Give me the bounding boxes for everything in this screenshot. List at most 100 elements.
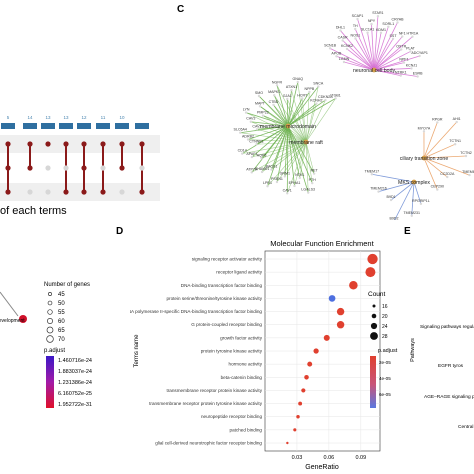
- size-legend-dot: [46, 326, 54, 334]
- network-edge: [273, 95, 307, 143]
- count-legend-label: 16: [382, 304, 388, 310]
- size-legend-dot: [47, 309, 53, 315]
- gene-label: RPGRIP1L: [412, 199, 430, 203]
- network-edge: [271, 141, 307, 170]
- gene-node: [283, 175, 287, 178]
- gene-label: CC2D2A: [440, 172, 455, 176]
- network-edge: [423, 157, 438, 190]
- upset-dot: [27, 165, 33, 171]
- dot-point: [336, 307, 345, 316]
- term-label: hormone activity: [229, 362, 263, 367]
- panel-label-e: E: [404, 226, 411, 237]
- upset-row-bg: [0, 159, 160, 177]
- gene-node: [255, 128, 259, 131]
- upset-dot: [27, 189, 33, 195]
- gene-node: [391, 37, 395, 41]
- hub-label: neuronal cell body: [353, 68, 396, 74]
- network-edge: [256, 125, 289, 145]
- network-edge: [242, 141, 307, 154]
- network-edge: [287, 98, 336, 127]
- gene-node: [402, 61, 406, 64]
- gene-node: [286, 97, 289, 101]
- network-edge: [286, 141, 307, 194]
- network-edge: [284, 125, 289, 177]
- gene-label: TMEM17: [365, 169, 380, 173]
- network-edge: [284, 141, 307, 177]
- network-edge: [273, 95, 289, 127]
- pathways-axis: Pathways: [410, 338, 416, 362]
- upset-bar: [115, 123, 129, 129]
- gene-label: NPY: [368, 19, 376, 23]
- upset-dot: [81, 141, 87, 147]
- network-edge: [287, 98, 303, 127]
- network-edge: [256, 125, 289, 130]
- gene-node: [312, 172, 316, 175]
- dot-point: [313, 348, 319, 354]
- network-edge: [354, 28, 375, 71]
- upset-dot: [81, 165, 87, 171]
- network-edge: [305, 86, 319, 143]
- gene-node: [410, 214, 413, 217]
- gene-label: CAV2: [252, 124, 261, 128]
- upset-dot: [63, 141, 69, 147]
- term-label: DNA-binding transcription factor binding: [181, 283, 263, 288]
- gene-node: [324, 98, 327, 102]
- gene-label: AHI1: [453, 117, 461, 121]
- gene-label: TH: [353, 24, 358, 28]
- gene-label: B9D2: [390, 216, 399, 220]
- dot-point: [336, 320, 345, 329]
- gene-label: KCNJ1: [406, 63, 417, 67]
- term-label: RNA polymerase II-specific DNA-binding t…: [130, 309, 262, 314]
- gene-node: [307, 191, 310, 194]
- network-edge: [258, 95, 307, 143]
- upset-dot: [5, 165, 11, 171]
- network-edge: [247, 125, 289, 140]
- gene-label: KCNH2: [310, 99, 322, 103]
- term-label: beta-catenin binding: [221, 375, 263, 380]
- gene-label: CEP290: [431, 185, 444, 189]
- color-legend-title: p.adjust: [44, 348, 65, 354]
- x-tick-label: 0.03: [292, 455, 303, 461]
- network-edge: [297, 81, 307, 143]
- upset-row-bg: [0, 183, 160, 201]
- upset-caption: of each terms: [0, 205, 67, 217]
- network-edge: [394, 181, 415, 220]
- size-legend-label: 60: [58, 319, 65, 325]
- hub-node: [421, 155, 427, 161]
- term-label: G protein-coupled receptor binding: [191, 322, 262, 327]
- gene-node: [356, 17, 359, 21]
- network-edge: [423, 143, 456, 159]
- dot-point: [328, 295, 336, 302]
- network-edge: [373, 22, 398, 71]
- upset-bar: [135, 123, 149, 129]
- hub-label: membrane raft: [289, 140, 323, 146]
- gene-label: CTNNB1: [249, 139, 263, 143]
- gene-node: [341, 39, 344, 42]
- network-edge: [262, 115, 307, 143]
- network-edge: [373, 68, 412, 71]
- gene-label: GRM1: [280, 171, 290, 175]
- network-edge: [262, 115, 289, 127]
- upset-dot: [100, 141, 106, 147]
- gene-node: [239, 131, 242, 134]
- gene-label: BACE1: [266, 165, 278, 169]
- gene-node: [396, 21, 399, 24]
- network-edge: [411, 181, 415, 216]
- upset-value: 10: [119, 115, 125, 120]
- gene-node: [298, 176, 301, 180]
- gene-label: MYO7A: [418, 126, 431, 130]
- network-edge: [248, 139, 307, 143]
- dot-point: [307, 361, 313, 367]
- size-legend-label: 50: [58, 301, 65, 307]
- dot-point: [349, 281, 358, 290]
- gene-node: [301, 97, 304, 100]
- gene-label: ADRB2: [242, 135, 254, 139]
- term-label: transmembrane receptor protein kinase ac…: [167, 388, 263, 393]
- gene-label: CDKN2A: [318, 95, 333, 99]
- gene-label: RPGR: [432, 117, 443, 121]
- network-edge: [343, 61, 375, 71]
- upset-dot: [45, 141, 51, 147]
- network-edge: [305, 99, 326, 143]
- gene-node: [258, 105, 262, 108]
- network-edge: [413, 181, 422, 204]
